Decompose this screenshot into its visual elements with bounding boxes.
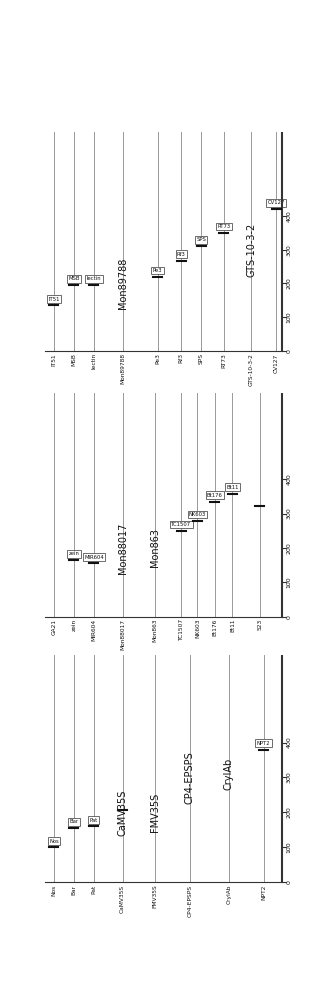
- Text: GTS-10-3-2: GTS-10-3-2: [246, 223, 256, 277]
- Text: Bar: Bar: [69, 819, 79, 824]
- Text: RT73: RT73: [221, 353, 226, 368]
- Text: GA21: GA21: [52, 619, 56, 635]
- Text: CaMV35S: CaMV35S: [118, 789, 128, 836]
- Text: 0: 0: [286, 615, 291, 619]
- Text: 200: 200: [286, 278, 291, 289]
- Text: Bt11: Bt11: [226, 485, 239, 490]
- Text: Mon88017: Mon88017: [118, 522, 128, 574]
- Text: MIR604: MIR604: [91, 619, 96, 641]
- Text: 100: 100: [286, 842, 291, 853]
- Text: Pe3: Pe3: [155, 353, 160, 364]
- Text: TC1507: TC1507: [179, 619, 184, 641]
- Text: CV127: CV127: [274, 353, 279, 373]
- Text: IT51: IT51: [48, 297, 60, 302]
- Text: NPT2: NPT2: [261, 885, 266, 900]
- Text: 100: 100: [286, 576, 291, 588]
- Text: NK603: NK603: [195, 619, 200, 638]
- Text: zein: zein: [69, 551, 80, 556]
- Text: CaMV35S: CaMV35S: [120, 885, 125, 913]
- Text: 400: 400: [286, 210, 291, 222]
- Text: FMV35S: FMV35S: [153, 885, 157, 908]
- Text: 300: 300: [286, 508, 291, 519]
- Text: IT51: IT51: [52, 353, 56, 366]
- Text: Mon89788: Mon89788: [120, 353, 125, 384]
- Text: 200: 200: [286, 542, 291, 554]
- Text: Rf3: Rf3: [177, 252, 185, 257]
- Text: NK603: NK603: [189, 512, 206, 517]
- Text: Mon89788: Mon89788: [118, 258, 128, 309]
- Text: CP4-EPSPS: CP4-EPSPS: [185, 751, 195, 804]
- Text: CryIAb: CryIAb: [226, 885, 231, 904]
- Text: Nos: Nos: [52, 885, 56, 896]
- Text: 300: 300: [286, 244, 291, 256]
- Text: Bt11: Bt11: [230, 619, 235, 632]
- Text: SPS: SPS: [196, 237, 206, 242]
- Text: Pe3: Pe3: [153, 268, 162, 273]
- Text: 300: 300: [286, 772, 291, 783]
- Text: lectin: lectin: [87, 276, 101, 281]
- Text: Pat: Pat: [91, 885, 96, 894]
- Text: 0: 0: [286, 349, 291, 353]
- Text: CV127: CV127: [267, 200, 285, 205]
- Text: RT73: RT73: [217, 224, 230, 229]
- Text: 100: 100: [286, 311, 291, 323]
- Text: FMV35S: FMV35S: [150, 793, 160, 832]
- Text: Rf3: Rf3: [179, 353, 184, 363]
- Text: Pat: Pat: [90, 818, 98, 823]
- Text: CP4-EPSPS: CP4-EPSPS: [187, 885, 193, 917]
- Text: Nos: Nos: [49, 839, 59, 844]
- Text: 200: 200: [286, 807, 291, 818]
- Text: Bt176: Bt176: [213, 619, 217, 636]
- Text: MSB: MSB: [68, 276, 80, 281]
- Text: 400: 400: [286, 473, 291, 485]
- Text: CryIAb: CryIAb: [224, 758, 234, 790]
- Text: GTS-10-3-2: GTS-10-3-2: [249, 353, 254, 386]
- Text: MSB: MSB: [71, 353, 76, 366]
- Text: Mon863: Mon863: [150, 528, 160, 567]
- Text: NPT2: NPT2: [257, 741, 270, 746]
- Text: 0: 0: [286, 880, 291, 884]
- Text: TC1507: TC1507: [171, 522, 191, 527]
- Text: 400: 400: [286, 737, 291, 748]
- Text: Bt176: Bt176: [207, 493, 223, 498]
- Text: Mon863: Mon863: [153, 619, 157, 642]
- Text: zein: zein: [71, 619, 76, 631]
- Text: SPS: SPS: [199, 353, 204, 364]
- Text: MIR604: MIR604: [84, 555, 104, 560]
- Text: Mon88017: Mon88017: [120, 619, 125, 650]
- Text: lectin: lectin: [91, 353, 96, 369]
- Text: 523: 523: [257, 619, 262, 630]
- Text: Bar: Bar: [71, 885, 76, 895]
